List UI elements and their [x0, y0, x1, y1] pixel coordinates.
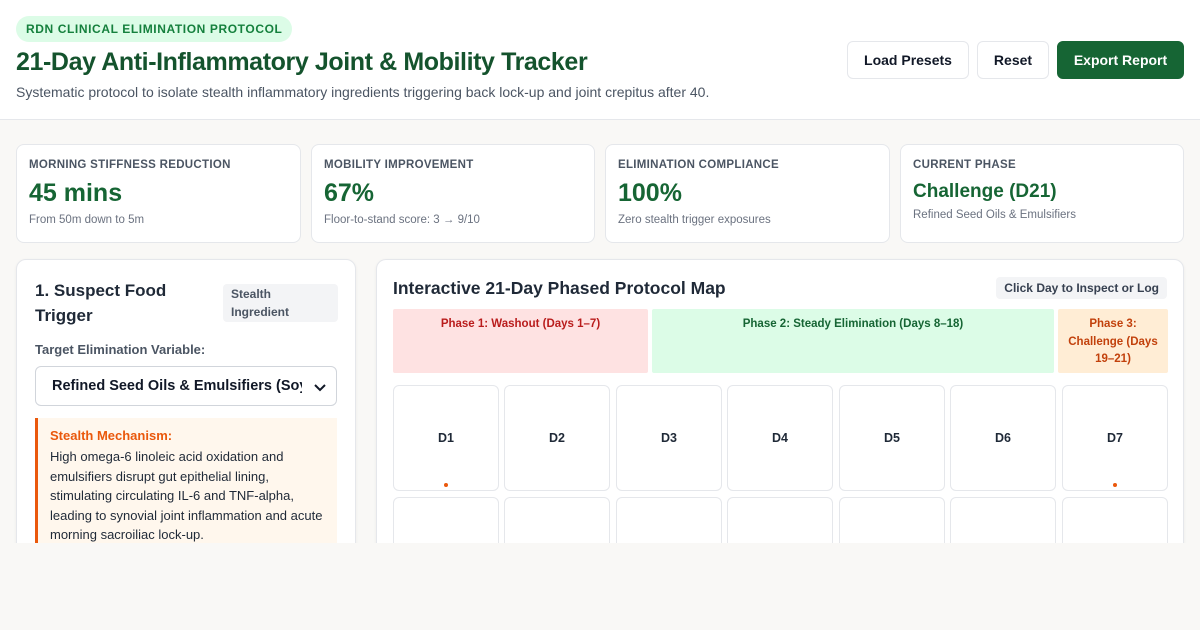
suspect-trigger-panel: 1. Suspect Food Trigger Stealth Ingredie… — [16, 259, 356, 559]
day-label: D3 — [661, 431, 677, 445]
protocol-badge: RDN CLINICAL ELIMINATION PROTOCOL — [16, 16, 293, 42]
phase-challenge: Phase 3: Challenge (Days 19–21) — [1058, 309, 1168, 373]
day-cell-d7[interactable]: D7 — [1062, 385, 1168, 491]
day-cell-d4[interactable]: D4 — [727, 385, 833, 491]
day-label: D7 — [1107, 431, 1123, 445]
export-report-button[interactable]: Export Report — [1057, 41, 1184, 79]
day-label: D2 — [549, 431, 565, 445]
stat-note: Refined Seed Oils & Emulsifiers — [913, 209, 1076, 221]
mechanism-text: High omega-6 linoleic acid oxidation and… — [50, 449, 323, 542]
day-cell-d3[interactable]: D3 — [616, 385, 722, 491]
day-cell-d1[interactable]: D1 — [393, 385, 499, 491]
stat-value: 100% — [618, 179, 682, 207]
stat-label: MORNING STIFFNESS REDUCTION — [29, 159, 231, 171]
select-value: Refined Seed Oils & Emulsifiers (Soy/Can… — [52, 378, 302, 394]
logged-dot-icon — [1113, 483, 1117, 487]
day-label: D6 — [995, 431, 1011, 445]
mechanism-title: Stealth Mechanism: — [50, 428, 173, 443]
stat-label: MOBILITY IMPROVEMENT — [324, 159, 474, 171]
panel-title: 1. Suspect Food Trigger — [35, 281, 167, 325]
stat-card-phase: CURRENT PHASE Challenge (D21) Refined Se… — [900, 144, 1184, 243]
day-label: D1 — [438, 431, 454, 445]
protocol-map-panel: Interactive 21-Day Phased Protocol Map C… — [376, 259, 1184, 603]
reset-button[interactable]: Reset — [977, 41, 1049, 79]
load-presets-button[interactable]: Load Presets — [847, 41, 969, 79]
day-label: D5 — [884, 431, 900, 445]
protocol-map-title: Interactive 21-Day Phased Protocol Map — [393, 278, 726, 298]
stat-note: From 50m down to 5m — [29, 214, 145, 226]
chevron-down-icon — [314, 384, 326, 392]
page-header: RDN CLINICAL ELIMINATION PROTOCOL 21-Day… — [0, 0, 1200, 120]
stat-note: Zero stealth trigger exposures — [618, 214, 771, 226]
inspect-hint: Click Day to Inspect or Log — [996, 277, 1167, 299]
page-title: 21-Day Anti-Inflammatory Joint & Mobilit… — [16, 48, 588, 76]
stat-value: 67% — [324, 179, 375, 207]
stat-value: Challenge (D21) — [913, 181, 1057, 202]
stat-label: CURRENT PHASE — [913, 159, 1016, 171]
stat-card-compliance: ELIMINATION COMPLIANCE 100% Zero stealth… — [605, 144, 890, 243]
page-background — [0, 543, 1200, 630]
stat-value: 45 mins — [29, 179, 123, 207]
day-cell-d2[interactable]: D2 — [504, 385, 610, 491]
stat-label: ELIMINATION COMPLIANCE — [618, 159, 779, 171]
stat-card-stiffness: MORNING STIFFNESS REDUCTION 45 mins From… — [16, 144, 301, 243]
stat-note: Floor-to-stand score: 3 → 9/10 — [324, 214, 480, 226]
day-cell-d5[interactable]: D5 — [839, 385, 945, 491]
day-label: D4 — [772, 431, 788, 445]
phase-steady-elimination: Phase 2: Steady Elimination (Days 8–18) — [652, 309, 1054, 373]
phase-washout: Phase 1: Washout (Days 1–7) — [393, 309, 648, 373]
target-variable-select[interactable]: Refined Seed Oils & Emulsifiers (Soy/Can… — [35, 366, 337, 406]
stat-card-mobility: MOBILITY IMPROVEMENT 67% Floor-to-stand … — [311, 144, 595, 243]
day-cell-d6[interactable]: D6 — [950, 385, 1056, 491]
stealth-mechanism-callout: Stealth Mechanism: High omega-6 linoleic… — [35, 418, 337, 558]
target-variable-label: Target Elimination Variable: — [35, 342, 206, 357]
stealth-ingredient-tag: Stealth Ingredient — [223, 284, 338, 322]
page-subtitle: Systematic protocol to isolate stealth i… — [16, 84, 710, 100]
logged-dot-icon — [444, 483, 448, 487]
